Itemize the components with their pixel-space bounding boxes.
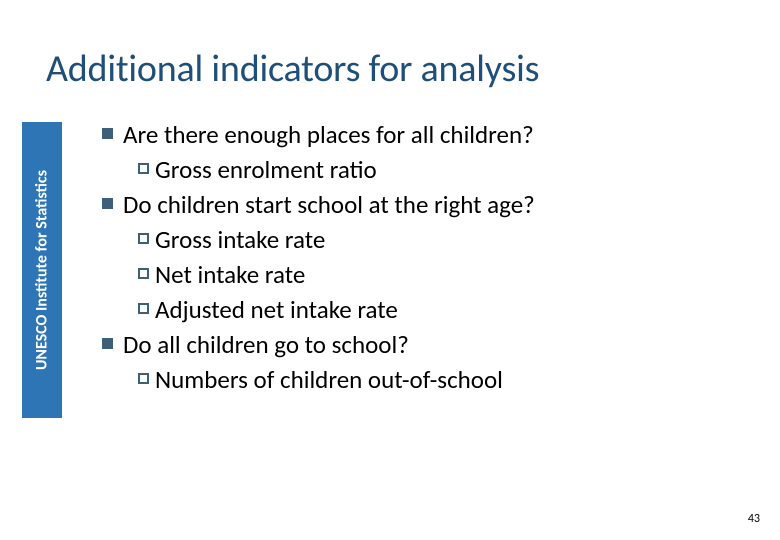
sidebar-label: UNESCO Institute for Statistics [33,170,52,370]
hollow-square-bullet-icon [138,163,149,174]
list-subitem-text: Gross enrolment ratio [155,153,720,186]
list-item: Are there enough places for all children… [102,118,720,151]
slide: Additional indicators for analysis UNESC… [0,0,780,540]
list-subitem: Gross enrolment ratio [138,153,720,186]
list-subitem: Net intake rate [138,258,720,291]
square-bullet-icon [102,128,113,139]
list-item: Do all children go to school? [102,328,720,361]
list-item-text: Are there enough places for all children… [123,118,720,151]
slide-title: Additional indicators for analysis [46,46,539,92]
list-item-text: Do all children go to school? [123,328,720,361]
list-subitem: Adjusted net intake rate [138,293,720,326]
list-subitem-text: Adjusted net intake rate [155,293,720,326]
hollow-square-bullet-icon [138,233,149,244]
hollow-square-bullet-icon [138,373,149,384]
hollow-square-bullet-icon [138,303,149,314]
content-area: Are there enough places for all children… [102,118,720,398]
square-bullet-icon [102,338,113,349]
list-subitem: Gross intake rate [138,223,720,256]
list-item: Do children start school at the right ag… [102,188,720,221]
sidebar-band: UNESCO Institute for Statistics [22,122,62,418]
square-bullet-icon [102,198,113,209]
list-subitem-text: Net intake rate [155,258,720,291]
list-subitem: Numbers of children out-of-school [138,363,720,396]
list-item-text: Do children start school at the right ag… [123,188,720,221]
hollow-square-bullet-icon [138,268,149,279]
list-subitem-text: Numbers of children out-of-school [155,363,720,396]
list-subitem-text: Gross intake rate [155,223,720,256]
page-number: 43 [748,512,760,526]
